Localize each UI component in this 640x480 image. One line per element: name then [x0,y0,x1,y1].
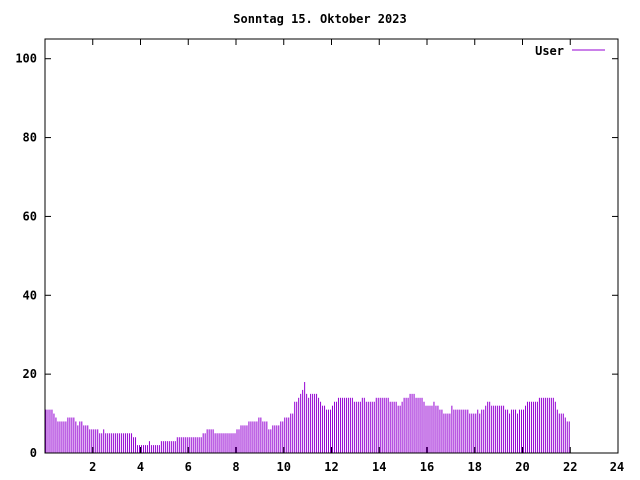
x-tick-label: 18 [468,460,482,474]
x-tick-label: 12 [324,460,338,474]
x-tick-label: 8 [232,460,239,474]
legend-label-user: User [535,44,564,58]
plot-frame [44,38,619,454]
y-tick-label: 60 [23,209,37,223]
x-tick-label: 20 [515,460,529,474]
x-tick-label: 16 [420,460,434,474]
x-tick-label: 6 [185,460,192,474]
x-tick-label: 22 [563,460,577,474]
y-axis: 0 20 40 60 80 100 [15,52,618,460]
bar-series [45,382,570,453]
x-axis: 2 4 6 8 10 12 14 16 18 20 22 24 [89,39,624,474]
x-tick-label: 4 [137,460,144,474]
x-tick-label: 10 [277,460,291,474]
x-tick-label: 24 [610,460,624,474]
y-tick-label: 80 [23,131,37,145]
legend: User [535,44,605,58]
y-tick-label: 0 [30,446,37,460]
x-tick-label: 14 [372,460,386,474]
x-tick-label: 2 [89,460,96,474]
y-tick-label: 20 [23,367,37,381]
y-tick-label: 40 [23,288,37,302]
y-tick-label: 100 [15,52,37,66]
chart-title: Sonntag 15. Oktober 2023 [233,12,407,26]
